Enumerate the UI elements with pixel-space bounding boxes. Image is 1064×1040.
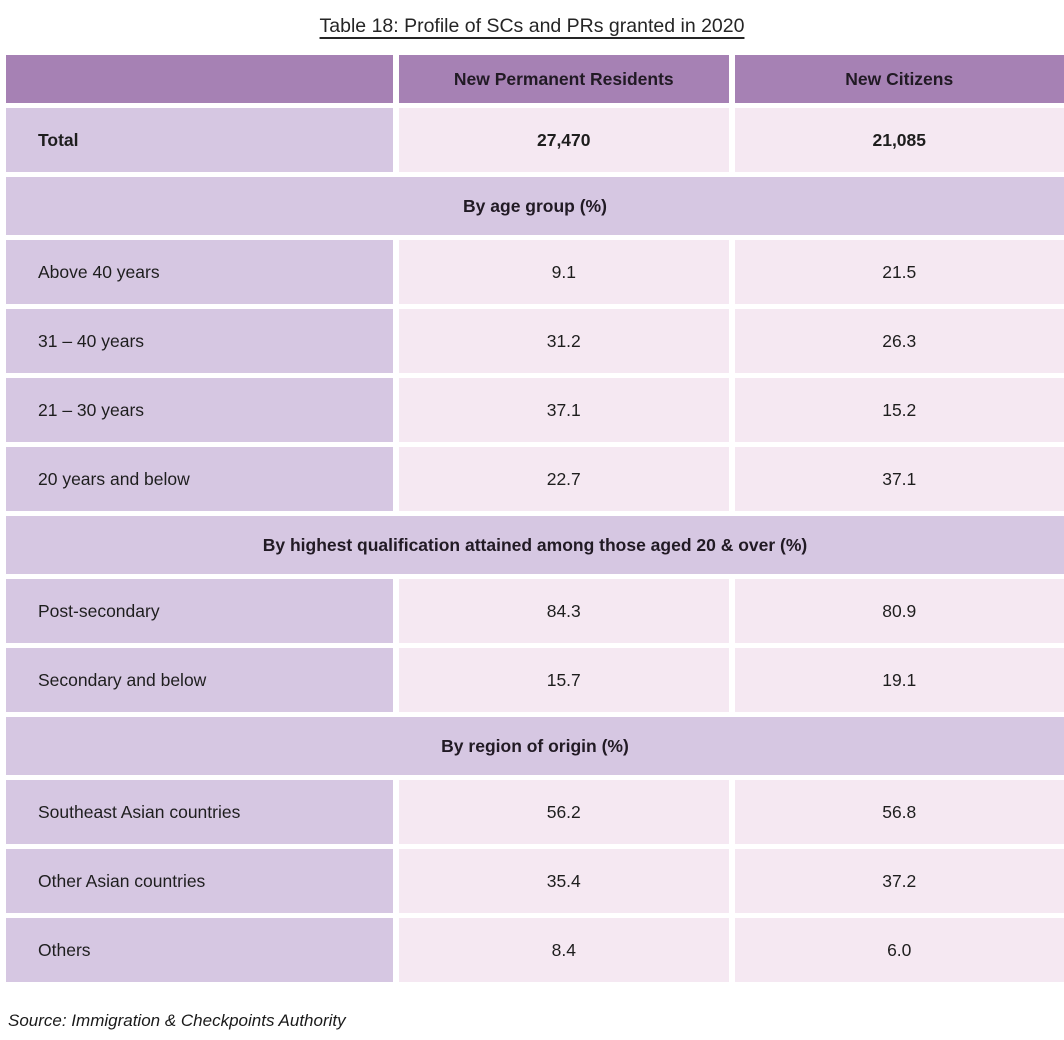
table-row: 31 – 40 years 31.2 26.3: [6, 309, 1064, 373]
row-label: Secondary and below: [6, 648, 394, 712]
row-value: 27,470: [399, 108, 729, 172]
table-body: Total 27,470 21,085 By age group (%) Above 4…: [6, 108, 1064, 982]
row-value: 80.9: [734, 579, 1064, 643]
section-label: By region of origin (%): [6, 717, 1064, 775]
table-title: Table 18: Profile of SCs and PRs granted…: [0, 13, 1064, 40]
row-label: Post-secondary: [6, 579, 394, 643]
row-label: Above 40 years: [6, 240, 394, 304]
row-value: 56.2: [399, 780, 729, 844]
row-label: 20 years and below: [6, 447, 394, 511]
table-row: 20 years and below 22.7 37.1: [6, 447, 1064, 511]
page: Table 18: Profile of SCs and PRs granted…: [0, 13, 1064, 1040]
row-value: 21,085: [734, 108, 1064, 172]
header-row: New Permanent Residents New Citizens: [6, 55, 1064, 103]
section-label: By highest qualification attained among …: [6, 516, 1064, 574]
row-value: 26.3: [734, 309, 1064, 373]
section-row: By highest qualification attained among …: [6, 516, 1064, 574]
table-row: Post-secondary 84.3 80.9: [6, 579, 1064, 643]
header-cell: New Citizens: [734, 55, 1064, 103]
row-value: 84.3: [399, 579, 729, 643]
row-label: 21 – 30 years: [6, 378, 394, 442]
row-value: 15.2: [734, 378, 1064, 442]
row-value: 22.7: [399, 447, 729, 511]
table-row: Total 27,470 21,085: [6, 108, 1064, 172]
table-row: Southeast Asian countries 56.2 56.8: [6, 780, 1064, 844]
table-row: Other Asian countries 35.4 37.2: [6, 849, 1064, 913]
section-label: By age group (%): [6, 177, 1064, 235]
section-row: By age group (%): [6, 177, 1064, 235]
table-row: Above 40 years 9.1 21.5: [6, 240, 1064, 304]
table-title-text: Table 18: Profile of SCs and PRs granted…: [319, 15, 745, 37]
table-row: Secondary and below 15.7 19.1: [6, 648, 1064, 712]
row-value: 15.7: [399, 648, 729, 712]
header-cell: New Permanent Residents: [399, 55, 729, 103]
row-value: 21.5: [734, 240, 1064, 304]
row-label: Southeast Asian countries: [6, 780, 394, 844]
row-label: 31 – 40 years: [6, 309, 394, 373]
row-value: 35.4: [399, 849, 729, 913]
row-value: 6.0: [734, 918, 1064, 982]
row-value: 37.2: [734, 849, 1064, 913]
row-value: 9.1: [399, 240, 729, 304]
row-label: Others: [6, 918, 394, 982]
row-label: Total: [6, 108, 394, 172]
section-row: By region of origin (%): [6, 717, 1064, 775]
profile-table: New Permanent Residents New Citizens Tota…: [0, 50, 1064, 987]
row-value: 56.8: [734, 780, 1064, 844]
row-value: 37.1: [399, 378, 729, 442]
row-value: 37.1: [734, 447, 1064, 511]
row-value: 8.4: [399, 918, 729, 982]
row-value: 19.1: [734, 648, 1064, 712]
header-cell-empty: [6, 55, 394, 103]
table-row: 21 – 30 years 37.1 15.2: [6, 378, 1064, 442]
row-value: 31.2: [399, 309, 729, 373]
row-label: Other Asian countries: [6, 849, 394, 913]
source-note: Source: Immigration & Checkpoints Author…: [8, 1011, 346, 1030]
table-row: Others 8.4 6.0: [6, 918, 1064, 982]
